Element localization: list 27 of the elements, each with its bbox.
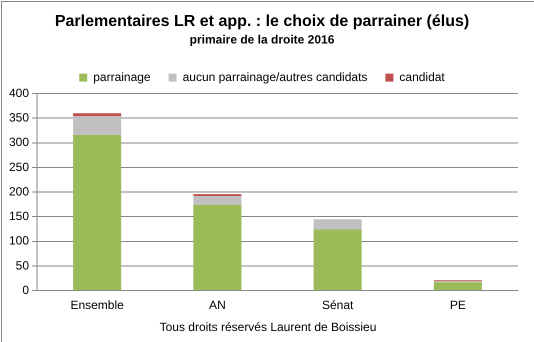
bar xyxy=(193,204,242,290)
bar xyxy=(314,219,362,230)
x-tick-label: Ensemble xyxy=(70,298,124,312)
legend-label: aucun parrainage/autres candidats xyxy=(182,70,368,84)
y-tick-label: 200 xyxy=(8,184,30,198)
y-tick-label: 350 xyxy=(8,110,30,125)
x-tick-label: AN xyxy=(209,298,226,312)
legend-label: candidat xyxy=(399,70,446,84)
bar xyxy=(73,116,122,135)
x-tick-label: Sénat xyxy=(322,298,354,312)
chart-title: Parlementaires LR et app. : le choix de parrainer (élus) xyxy=(54,13,470,30)
bar xyxy=(73,134,122,290)
chart-subtitle: primaire de la droite 2016 xyxy=(190,32,335,47)
y-tick-label: 250 xyxy=(8,160,30,174)
y-tick-label: 0 xyxy=(22,282,30,297)
y-tick-label: 50 xyxy=(16,258,30,272)
bar xyxy=(434,282,482,290)
legend-label: parrainage xyxy=(93,70,151,84)
y-tick-label: 300 xyxy=(8,135,30,150)
y-tick-label: 100 xyxy=(8,234,30,248)
text: Tous droits réservés Laurent de Boissieu xyxy=(158,320,378,334)
bar xyxy=(314,230,362,290)
y-tick-label: 400 xyxy=(8,86,30,100)
bar xyxy=(73,113,122,116)
x-tick-label: PE xyxy=(450,298,466,312)
bar xyxy=(193,196,242,205)
y-tick-label: 150 xyxy=(8,209,30,224)
